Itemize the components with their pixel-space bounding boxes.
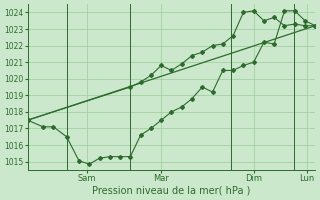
X-axis label: Pression niveau de la mer( hPa ): Pression niveau de la mer( hPa ) [92,186,251,196]
